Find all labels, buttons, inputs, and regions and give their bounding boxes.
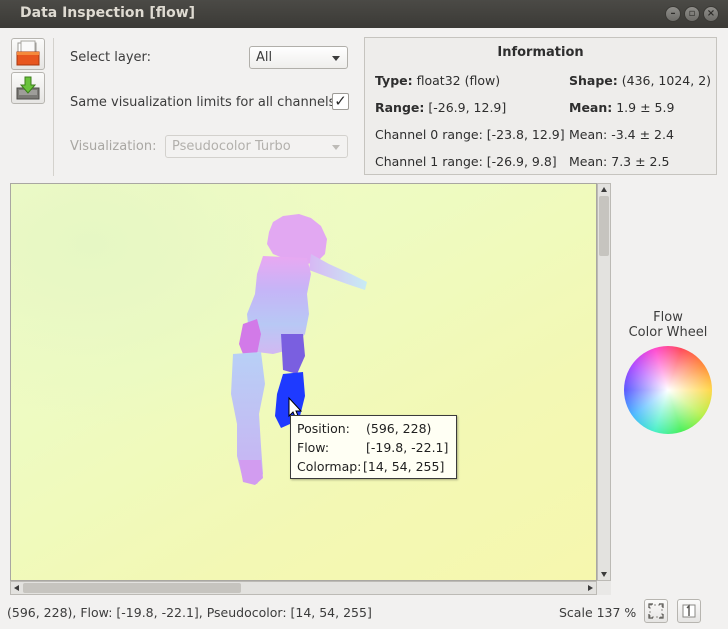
information-panel: Information Type: float32 (flow) Shape: … (364, 37, 717, 175)
select-layer-value: All (256, 50, 273, 65)
save-button[interactable] (11, 72, 45, 104)
select-layer-label: Select layer: (70, 50, 152, 65)
figure-arm (309, 254, 367, 290)
channel0-mean: Mean: -3.4 ± 2.4 (569, 127, 674, 142)
toolbar-separator (53, 38, 54, 176)
tooltip-position-value: (596, 228) (366, 421, 432, 436)
range-label: Range: (375, 100, 425, 115)
scroll-down-icon[interactable] (601, 572, 607, 577)
channel1-range: Channel 1 range: [-26.9, 9.8] (375, 154, 557, 169)
range-value: [-26.9, 12.9] (428, 100, 507, 115)
minimize-icon: – (670, 8, 676, 19)
shape-value: (436, 1024, 2) (621, 73, 712, 88)
maximize-button[interactable]: ▫ (684, 6, 700, 22)
select-layer-dropdown[interactable]: All (249, 46, 348, 69)
visualization-value: Pseudocolor Turbo (172, 139, 291, 154)
close-button[interactable]: × (703, 6, 719, 22)
figure-right-leg-upper (281, 334, 305, 374)
color-wheel-title-line2: Color Wheel (628, 325, 708, 340)
type-value: float32 (flow) (416, 73, 501, 88)
open-file-button[interactable] (11, 38, 45, 70)
checkmark-icon: ✓ (334, 92, 347, 110)
same-limits-checkbox[interactable]: ✓ (332, 93, 349, 110)
tooltip-flow-label: Flow: (297, 440, 330, 455)
flow-color-wheel (624, 346, 712, 434)
vertical-scrollbar[interactable] (597, 183, 611, 581)
scroll-right-icon[interactable] (588, 585, 593, 591)
scroll-corner (597, 581, 611, 595)
visualization-dropdown[interactable]: Pseudocolor Turbo (165, 135, 348, 158)
shape-label: Shape: (569, 73, 618, 88)
scroll-left-icon[interactable] (14, 585, 19, 591)
tooltip-flow-value: [-19.8, -22.1] (366, 440, 449, 455)
mean-info: Mean: 1.9 ± 5.9 (569, 100, 674, 115)
channel0-range: Channel 0 range: [-23.8, 12.9] (375, 127, 565, 142)
tooltip-colormap-label: Colormap: (297, 459, 362, 474)
close-icon: × (706, 8, 716, 19)
folder-open-icon (16, 40, 40, 66)
channel1-mean: Mean: 7.3 ± 2.5 (569, 154, 670, 169)
figure-head (267, 214, 327, 264)
flow-visualization-image (231, 214, 367, 485)
scroll-up-icon[interactable] (601, 187, 607, 192)
zoom-original-button[interactable] (677, 599, 701, 623)
figure-left-leg (231, 352, 265, 484)
color-wheel-title-line1: Flow (653, 310, 683, 325)
tooltip-position-label: Position: (297, 421, 350, 436)
figure-foot (239, 460, 263, 485)
shape-info: Shape: (436, 1024, 2) (569, 73, 711, 88)
minimize-button[interactable]: – (665, 6, 681, 22)
pixel-tooltip: Position: (596, 228) Flow: [-19.8, -22.1… (290, 415, 457, 479)
image-viewport[interactable] (10, 183, 597, 581)
tooltip-colormap-value: [14, 54, 255] (363, 459, 445, 474)
horizontal-scroll-thumb[interactable] (23, 583, 241, 593)
zoom-fit-icon (648, 603, 664, 619)
horizontal-scrollbar[interactable] (10, 581, 597, 595)
maximize-icon: ▫ (688, 8, 696, 19)
window-title: Data Inspection [flow] (20, 5, 196, 21)
mean-value: 1.9 ± 5.9 (616, 100, 675, 115)
zoom-original-icon (682, 604, 696, 618)
mean-label: Mean: (569, 100, 613, 115)
figure-hip (239, 319, 261, 359)
window-body: Select layer: All Same visualization lim… (0, 28, 728, 629)
visualization-label: Visualization: (70, 139, 157, 154)
vertical-scroll-thumb[interactable] (599, 196, 609, 256)
same-limits-label: Same visualization limits for all channe… (70, 95, 340, 110)
status-text: (596, 228), Flow: [-19.8, -22.1], Pseudo… (7, 605, 372, 620)
type-info: Type: float32 (flow) (375, 73, 500, 88)
range-info: Range: [-26.9, 12.9] (375, 100, 506, 115)
title-bar: Data Inspection [flow] – ▫ × (0, 0, 728, 28)
chevron-down-icon (332, 145, 340, 150)
save-download-icon (16, 76, 40, 100)
chevron-down-icon (332, 56, 340, 61)
information-title: Information (497, 45, 584, 60)
figure-torso (247, 256, 311, 354)
type-label: Type: (375, 73, 413, 88)
zoom-fit-button[interactable] (644, 599, 668, 623)
scale-indicator: Scale 137 % (559, 605, 637, 620)
